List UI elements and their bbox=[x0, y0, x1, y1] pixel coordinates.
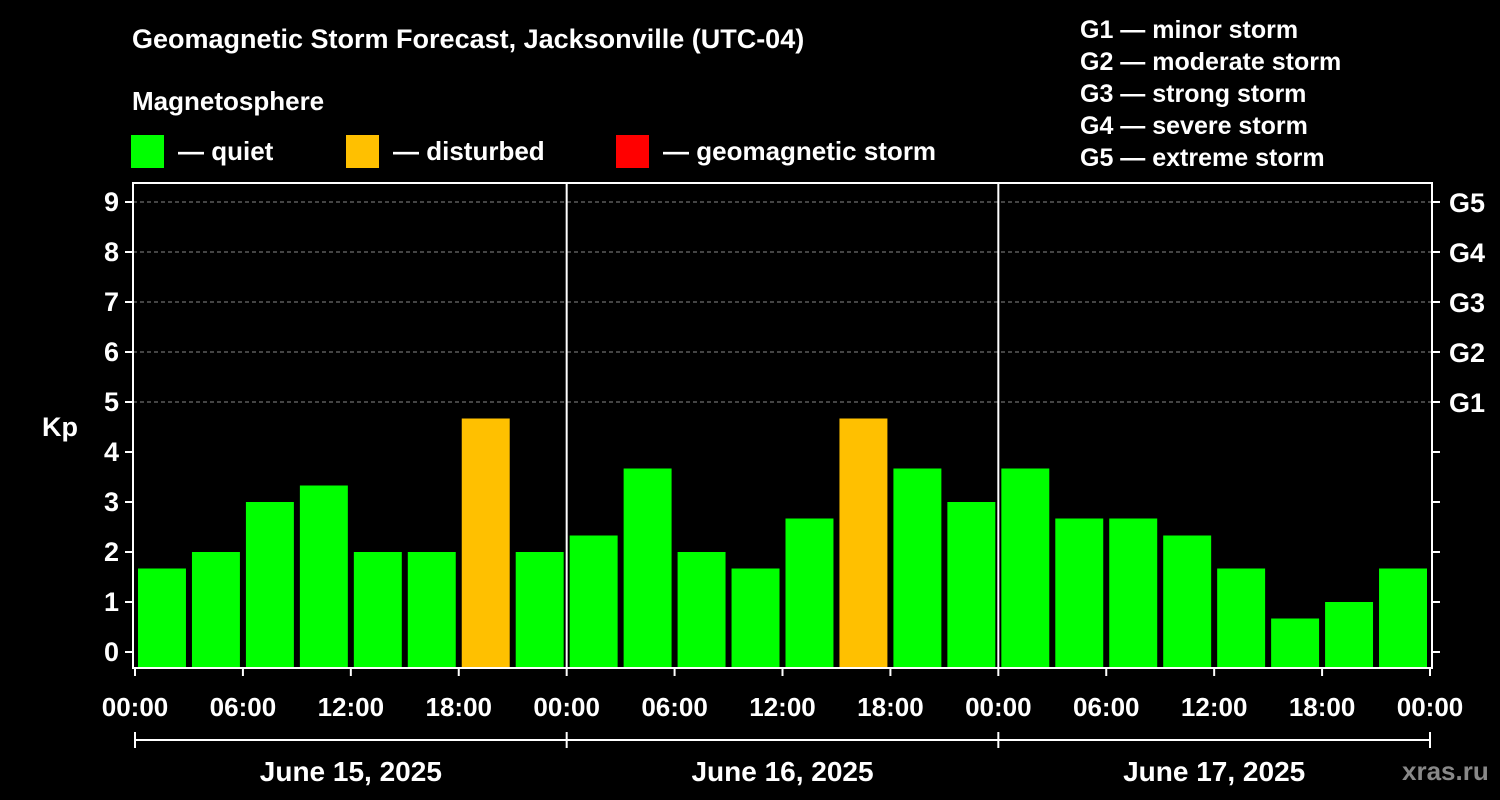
day-label: June 15, 2025 bbox=[260, 756, 442, 787]
kp-bar bbox=[893, 468, 942, 668]
kp-bar bbox=[623, 468, 672, 668]
legend-item-disturbed: — disturbed bbox=[346, 134, 545, 168]
x-tick-label: 12:00 bbox=[749, 692, 816, 722]
legend-label-disturbed: — disturbed bbox=[393, 135, 545, 166]
kp-bar bbox=[677, 552, 726, 668]
kp-bar bbox=[1379, 568, 1427, 668]
y-tick-label: 2 bbox=[104, 537, 119, 567]
kp-bar bbox=[245, 502, 294, 668]
kp-bar bbox=[1271, 618, 1320, 668]
g-scale-item: G4 — severe storm bbox=[1080, 112, 1308, 140]
watermark: xras.ru bbox=[1402, 756, 1489, 786]
kp-bar bbox=[191, 552, 240, 668]
legend-label-quiet: — quiet bbox=[178, 135, 274, 166]
legend-swatch-storm bbox=[616, 134, 649, 168]
y-tick-label: 9 bbox=[104, 187, 119, 217]
kp-bar bbox=[785, 518, 834, 668]
day-label: June 16, 2025 bbox=[691, 756, 873, 787]
x-tick-label: 18:00 bbox=[1289, 692, 1356, 722]
kp-bar bbox=[947, 502, 996, 668]
x-tick-label: 12:00 bbox=[1181, 692, 1248, 722]
legend-item-storm: — geomagnetic storm bbox=[616, 134, 936, 168]
g-level-label: G2 bbox=[1449, 338, 1485, 368]
x-tick-label: 00:00 bbox=[1397, 692, 1464, 722]
x-tick-label: 18:00 bbox=[857, 692, 924, 722]
x-tick-label: 06:00 bbox=[210, 692, 277, 722]
chart-subtitle: Magnetosphere bbox=[132, 86, 325, 116]
g-level-label: G1 bbox=[1449, 388, 1485, 418]
x-tick-label: 12:00 bbox=[318, 692, 385, 722]
x-tick-label: 00:00 bbox=[965, 692, 1032, 722]
x-tick-label: 18:00 bbox=[426, 692, 493, 722]
x-tick-label: 00:00 bbox=[533, 692, 600, 722]
kp-bar bbox=[138, 568, 186, 668]
kp-bar bbox=[731, 568, 780, 668]
legend-label-storm: — geomagnetic storm bbox=[663, 135, 937, 166]
kp-bar bbox=[353, 552, 402, 668]
g-scale-item: G5 — extreme storm bbox=[1080, 144, 1325, 172]
kp-bar bbox=[1109, 518, 1158, 668]
kp-bar bbox=[569, 535, 618, 668]
g-scale-item: G2 — moderate storm bbox=[1080, 48, 1342, 76]
y-tick-label: 0 bbox=[104, 637, 119, 667]
g-level-label: G4 bbox=[1449, 238, 1485, 268]
g-level-label: G3 bbox=[1449, 288, 1485, 318]
kp-bar bbox=[1001, 468, 1050, 668]
kp-bar bbox=[1217, 568, 1266, 668]
kp-bar bbox=[407, 552, 456, 668]
y-tick-label: 3 bbox=[104, 487, 119, 517]
chart-title: Geomagnetic Storm Forecast, Jacksonville… bbox=[132, 24, 805, 54]
x-tick-label: 06:00 bbox=[1073, 692, 1140, 722]
x-tick-label: 06:00 bbox=[641, 692, 708, 722]
kp-bar bbox=[1325, 602, 1374, 668]
y-tick-label: 5 bbox=[104, 387, 119, 417]
kp-bar bbox=[1055, 518, 1104, 668]
y-tick-label: 4 bbox=[104, 437, 119, 467]
legend-swatch-quiet bbox=[131, 134, 164, 168]
day-label: June 17, 2025 bbox=[1123, 756, 1305, 787]
kp-bar bbox=[461, 418, 510, 668]
g-scale-item: G1 — minor storm bbox=[1080, 16, 1299, 44]
y-tick-label: 1 bbox=[104, 587, 119, 617]
y-axis-label: Kp bbox=[42, 412, 78, 442]
y-tick-label: 7 bbox=[104, 287, 119, 317]
y-tick-label: 6 bbox=[104, 337, 119, 367]
kp-bar bbox=[1163, 535, 1212, 668]
x-tick-label: 00:00 bbox=[102, 692, 169, 722]
g-level-label: G5 bbox=[1449, 188, 1485, 218]
kp-bar bbox=[515, 552, 564, 668]
kp-bar bbox=[839, 418, 888, 668]
legend-item-quiet: — quiet bbox=[131, 134, 273, 168]
g-scale-item: G3 — strong storm bbox=[1080, 80, 1307, 108]
y-tick-label: 8 bbox=[104, 237, 119, 267]
g-scale-list: G1 — minor storm G2 — moderate storm G3 … bbox=[1080, 14, 1341, 174]
legend-swatch-disturbed bbox=[346, 134, 379, 168]
kp-bar bbox=[299, 485, 348, 668]
